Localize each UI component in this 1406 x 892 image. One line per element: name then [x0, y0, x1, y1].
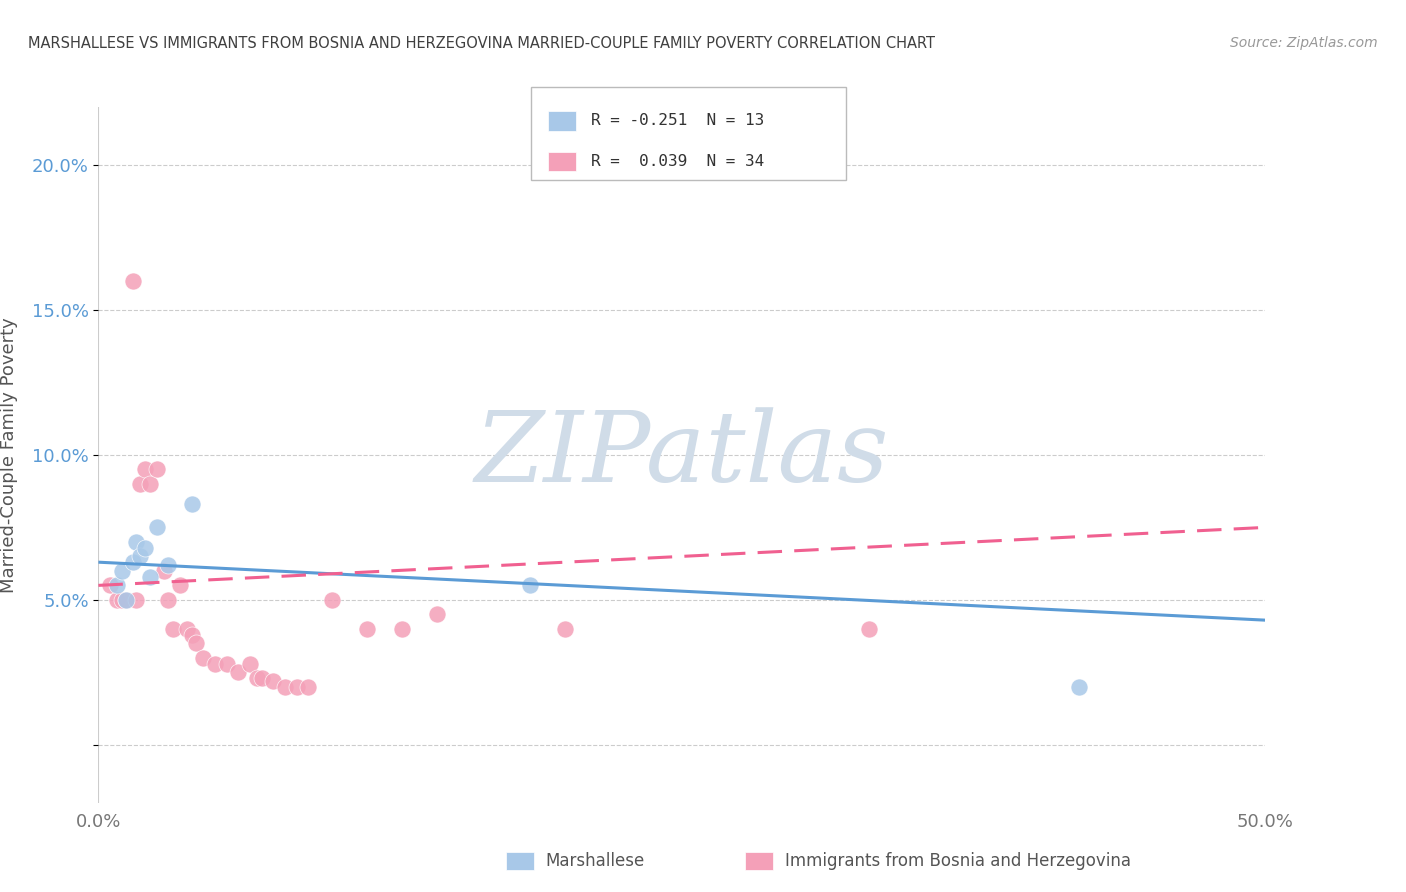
- Point: [228, 665, 250, 680]
- Point: [157, 592, 180, 607]
- Point: [215, 657, 238, 671]
- Point: [554, 622, 576, 636]
- Point: [139, 476, 162, 491]
- Point: [134, 462, 156, 476]
- Point: [321, 592, 343, 607]
- Point: [356, 622, 378, 636]
- Point: [250, 671, 273, 685]
- Point: [134, 541, 156, 555]
- Point: [246, 671, 269, 685]
- Text: R =  0.039  N = 34: R = 0.039 N = 34: [591, 154, 763, 169]
- Point: [98, 578, 121, 592]
- Point: [115, 592, 138, 607]
- Point: [111, 564, 134, 578]
- Point: [262, 674, 284, 689]
- Point: [186, 636, 208, 650]
- Point: [157, 558, 180, 573]
- Point: [105, 578, 128, 592]
- Point: [129, 549, 152, 564]
- Point: [193, 651, 215, 665]
- Point: [180, 497, 202, 511]
- Point: [129, 476, 152, 491]
- Point: [115, 592, 138, 607]
- Point: [152, 564, 174, 578]
- Point: [391, 622, 413, 636]
- Point: [111, 592, 134, 607]
- Point: [125, 592, 148, 607]
- Point: [146, 520, 169, 534]
- Point: [858, 622, 880, 636]
- Point: [180, 628, 202, 642]
- Y-axis label: Married-Couple Family Poverty: Married-Couple Family Poverty: [0, 317, 18, 593]
- Point: [285, 680, 308, 694]
- Point: [169, 578, 191, 592]
- Point: [139, 570, 162, 584]
- Point: [125, 534, 148, 549]
- Text: Immigrants from Bosnia and Herzegovina: Immigrants from Bosnia and Herzegovina: [785, 852, 1130, 870]
- Point: [122, 555, 145, 569]
- Text: ZIPatlas: ZIPatlas: [475, 408, 889, 502]
- Text: MARSHALLESE VS IMMIGRANTS FROM BOSNIA AND HERZEGOVINA MARRIED-COUPLE FAMILY POVE: MARSHALLESE VS IMMIGRANTS FROM BOSNIA AN…: [28, 36, 935, 51]
- Point: [1067, 680, 1090, 694]
- Point: [274, 680, 297, 694]
- Text: Source: ZipAtlas.com: Source: ZipAtlas.com: [1230, 36, 1378, 50]
- Point: [162, 622, 184, 636]
- Text: R = -0.251  N = 13: R = -0.251 N = 13: [591, 113, 763, 128]
- Point: [204, 657, 226, 671]
- Point: [122, 274, 145, 288]
- Point: [146, 462, 169, 476]
- Point: [297, 680, 319, 694]
- Text: Marshallese: Marshallese: [546, 852, 645, 870]
- Point: [239, 657, 262, 671]
- Point: [519, 578, 541, 592]
- Point: [176, 622, 198, 636]
- Point: [426, 607, 449, 622]
- Point: [105, 592, 128, 607]
